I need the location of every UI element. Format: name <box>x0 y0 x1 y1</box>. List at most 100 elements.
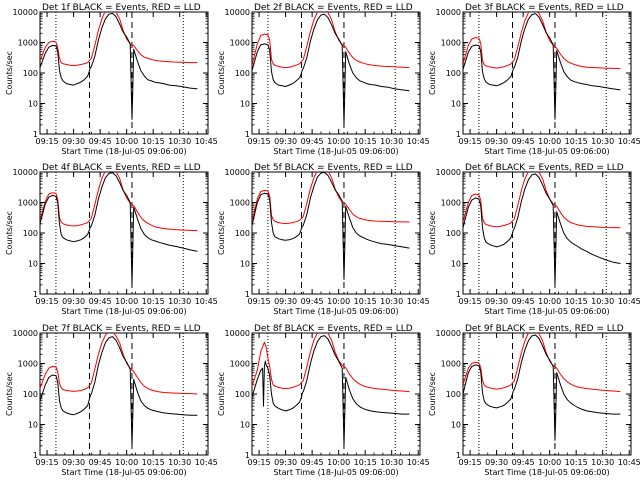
x-tick-label: 10:30 <box>168 458 191 467</box>
y-tick-label: 1000 <box>441 360 461 369</box>
series-events-line <box>463 173 621 286</box>
series-lld-line <box>463 172 621 229</box>
panel-title: Det 7f BLACK = Events, RED = LLD <box>42 324 201 334</box>
series-lld-line <box>463 333 621 393</box>
x-tick-label: 10:00 <box>115 137 138 146</box>
x-tick-label: 10:00 <box>115 297 138 306</box>
x-tick-label: 09:30 <box>62 137 85 146</box>
series-events-line <box>463 334 621 441</box>
x-tick-label: 10:00 <box>327 297 350 306</box>
x-tick-label: 10:45 <box>195 458 218 467</box>
y-tick-label: 1000 <box>230 199 250 208</box>
x-tick-label: 10:45 <box>407 137 430 146</box>
y-tick-label: 10 <box>451 100 461 109</box>
x-tick-label: 10:30 <box>380 137 403 146</box>
x-tick-label: 09:30 <box>485 297 508 306</box>
x-tick-label: 09:30 <box>62 297 85 306</box>
detector-panel: Det 1f BLACK = Events, RED = LLD 1 10 100 10… <box>5 3 218 156</box>
x-tick-label: 09:30 <box>274 297 297 306</box>
x-axis-label: Start Time (18-Jul-05 09:06:00) <box>61 307 186 316</box>
x-tick-label: 09:45 <box>89 297 112 306</box>
detector-panel: Det 9f BLACK = Events, RED = LLD 1 10 100 10… <box>428 324 640 477</box>
x-tick-label: 09:45 <box>301 458 324 467</box>
x-tick-label: 09:45 <box>301 297 324 306</box>
x-tick-label: 10:30 <box>591 458 614 467</box>
y-tick-label: 1000 <box>230 360 250 369</box>
x-tick-label: 10:45 <box>618 458 640 467</box>
detector-panel: Det 3f BLACK = Events, RED = LLD 1 10 100 10… <box>428 3 640 156</box>
series-events-line <box>40 172 198 286</box>
y-tick-label: 10 <box>451 260 461 269</box>
x-tick-label: 09:30 <box>62 458 85 467</box>
series-events-line <box>252 13 410 126</box>
y-tick-label: 1000 <box>441 39 461 48</box>
x-tick-label: 09:30 <box>485 137 508 146</box>
series-events-line <box>252 335 410 447</box>
x-tick-label: 10:45 <box>618 297 640 306</box>
y-tick-label: 1 <box>245 451 250 460</box>
y-axis-label: Counts/sec <box>217 211 226 255</box>
x-tick-label: 10:15 <box>142 458 165 467</box>
x-tick-label: 10:00 <box>538 458 561 467</box>
y-tick-label: 100 <box>235 229 250 238</box>
y-tick-label: 1000 <box>18 360 38 369</box>
y-tick-label: 1 <box>456 290 461 299</box>
y-axis-label: Counts/sec <box>428 211 437 255</box>
y-tick-label: 100 <box>446 229 461 238</box>
y-tick-label: 10000 <box>13 329 38 338</box>
panel-title: Det 3f BLACK = Events, RED = LLD <box>465 3 624 13</box>
x-tick-label: 10:15 <box>565 458 588 467</box>
panel-title: Det 5f BLACK = Events, RED = LLD <box>254 163 413 173</box>
x-tick-label: 09:45 <box>89 458 112 467</box>
x-axis-label: Start Time (18-Jul-05 09:06:00) <box>273 147 398 156</box>
y-tick-label: 100 <box>235 69 250 78</box>
y-tick-label: 10000 <box>436 168 461 177</box>
series-lld-line <box>252 172 410 224</box>
y-tick-label: 1000 <box>18 199 38 208</box>
series-events-line <box>40 336 198 447</box>
x-axis-label: Start Time (18-Jul-05 09:06:00) <box>273 307 398 316</box>
x-axis-label: Start Time (18-Jul-05 09:06:00) <box>61 468 186 477</box>
series-lld-line <box>40 12 198 67</box>
x-axis-label: Start Time (18-Jul-05 09:06:00) <box>273 468 398 477</box>
y-tick-label: 10000 <box>13 168 38 177</box>
x-tick-label: 10:30 <box>168 137 191 146</box>
x-tick-label: 09:15 <box>459 297 482 306</box>
x-tick-label: 10:15 <box>142 297 165 306</box>
series-lld-line <box>252 333 410 393</box>
x-tick-label: 09:45 <box>301 137 324 146</box>
x-tick-label: 10:15 <box>565 137 588 146</box>
y-tick-label: 10000 <box>436 8 461 17</box>
x-tick-label: 09:45 <box>512 297 535 306</box>
x-axis-label: Start Time (18-Jul-05 09:06:00) <box>61 147 186 156</box>
series-events-line <box>463 13 621 120</box>
y-tick-label: 1 <box>33 290 38 299</box>
x-tick-label: 10:45 <box>195 297 218 306</box>
y-tick-label: 10 <box>240 260 250 269</box>
y-tick-label: 100 <box>446 390 461 399</box>
x-tick-label: 10:15 <box>142 137 165 146</box>
y-tick-label: 1 <box>456 130 461 139</box>
y-tick-label: 10000 <box>225 329 250 338</box>
x-tick-label: 10:00 <box>327 458 350 467</box>
y-axis-label: Counts/sec <box>5 211 14 255</box>
panel-title: Det 2f BLACK = Events, RED = LLD <box>254 3 413 13</box>
y-tick-label: 100 <box>23 229 38 238</box>
y-tick-label: 100 <box>235 390 250 399</box>
x-tick-label: 10:30 <box>168 297 191 306</box>
panel-title: Det 8f BLACK = Events, RED = LLD <box>254 324 413 334</box>
x-tick-label: 09:15 <box>248 297 271 306</box>
y-tick-label: 10000 <box>225 8 250 17</box>
x-axis-label: Start Time (18-Jul-05 09:06:00) <box>484 147 609 156</box>
x-tick-label: 10:00 <box>115 458 138 467</box>
x-tick-label: 10:45 <box>618 137 640 146</box>
y-axis-label: Counts/sec <box>5 372 14 416</box>
detector-panel: Det 6f BLACK = Events, RED = LLD 1 10 100 10… <box>428 163 640 316</box>
detector-panel: Det 2f BLACK = Events, RED = LLD 1 10 100 10… <box>217 3 430 156</box>
y-tick-label: 1 <box>33 130 38 139</box>
y-axis-label: Counts/sec <box>217 51 226 95</box>
x-tick-label: 09:30 <box>274 458 297 467</box>
series-lld-line <box>252 12 410 69</box>
y-axis-label: Counts/sec <box>428 51 437 95</box>
series-lld-line <box>40 172 198 232</box>
